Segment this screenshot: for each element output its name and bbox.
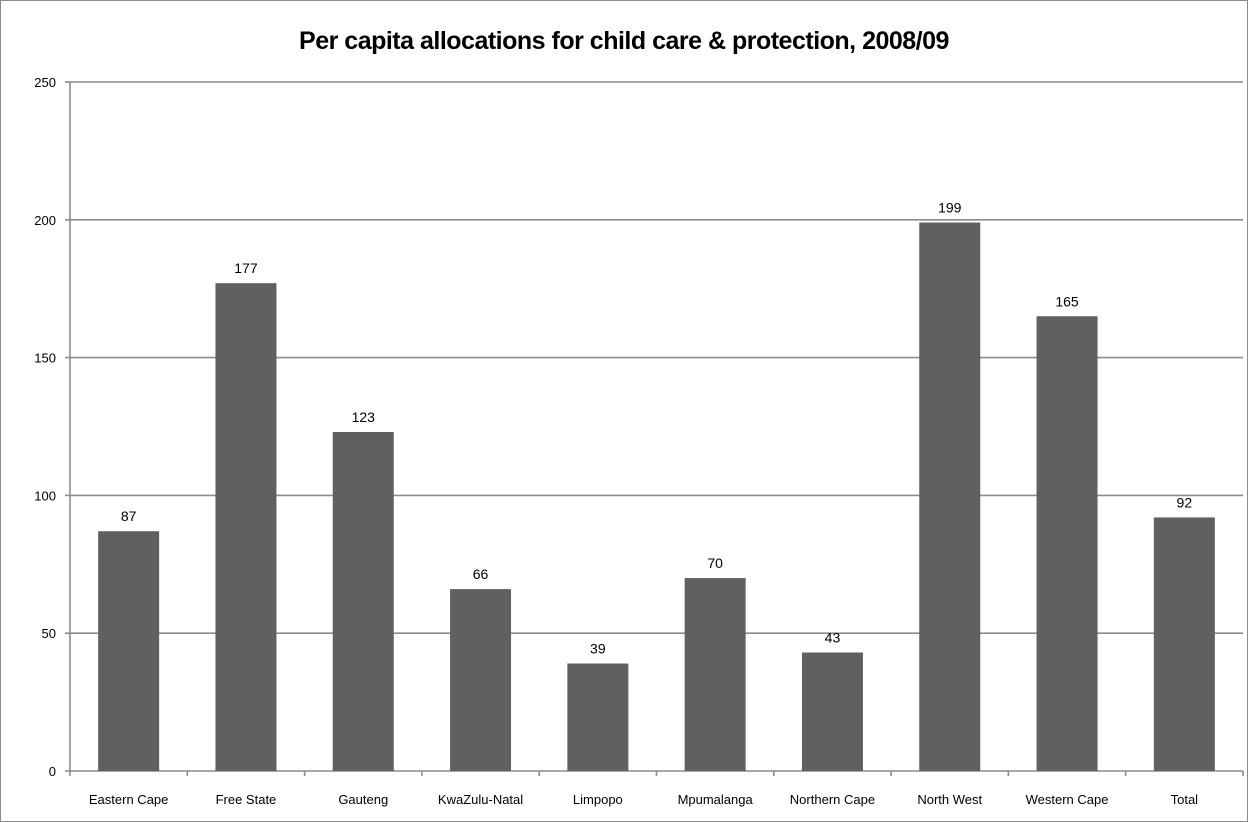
bar bbox=[1036, 316, 1098, 771]
data-label: 43 bbox=[825, 629, 841, 645]
y-tick-label: 250 bbox=[34, 75, 56, 90]
x-category-label: Western Cape bbox=[1026, 792, 1109, 807]
bar bbox=[450, 589, 512, 771]
data-label: 70 bbox=[707, 555, 723, 571]
data-label: 177 bbox=[234, 260, 258, 276]
x-category-label: Mpumalanga bbox=[678, 792, 754, 807]
y-tick-label: 200 bbox=[34, 213, 56, 228]
bar bbox=[801, 652, 863, 771]
data-label: 199 bbox=[938, 200, 962, 216]
data-label: 92 bbox=[1177, 494, 1193, 510]
bar bbox=[215, 283, 277, 771]
data-label: 165 bbox=[1055, 293, 1079, 309]
x-category-label: KwaZulu-Natal bbox=[438, 792, 523, 807]
bar bbox=[919, 222, 981, 771]
data-label: 66 bbox=[473, 566, 489, 582]
x-category-label: Free State bbox=[216, 792, 277, 807]
x-category-label: Gauteng bbox=[338, 792, 388, 807]
chart-title: Per capita allocations for child care & … bbox=[299, 27, 949, 55]
data-label: 123 bbox=[352, 409, 376, 425]
bar bbox=[567, 663, 629, 771]
bar bbox=[98, 531, 160, 771]
y-tick-label: 50 bbox=[42, 626, 56, 641]
y-tick-label: 100 bbox=[34, 488, 56, 503]
bar bbox=[332, 432, 394, 771]
y-tick-label: 0 bbox=[49, 764, 56, 779]
x-category-label: North West bbox=[917, 792, 982, 807]
x-category-label: Eastern Cape bbox=[89, 792, 169, 807]
y-tick-label: 150 bbox=[34, 351, 56, 366]
data-label: 87 bbox=[121, 508, 137, 524]
x-category-label: Total bbox=[1171, 792, 1199, 807]
bar bbox=[684, 578, 746, 771]
x-category-label: Northern Cape bbox=[790, 792, 875, 807]
x-category-label: Limpopo bbox=[573, 792, 623, 807]
bar bbox=[1153, 517, 1215, 771]
data-label: 39 bbox=[590, 641, 606, 657]
